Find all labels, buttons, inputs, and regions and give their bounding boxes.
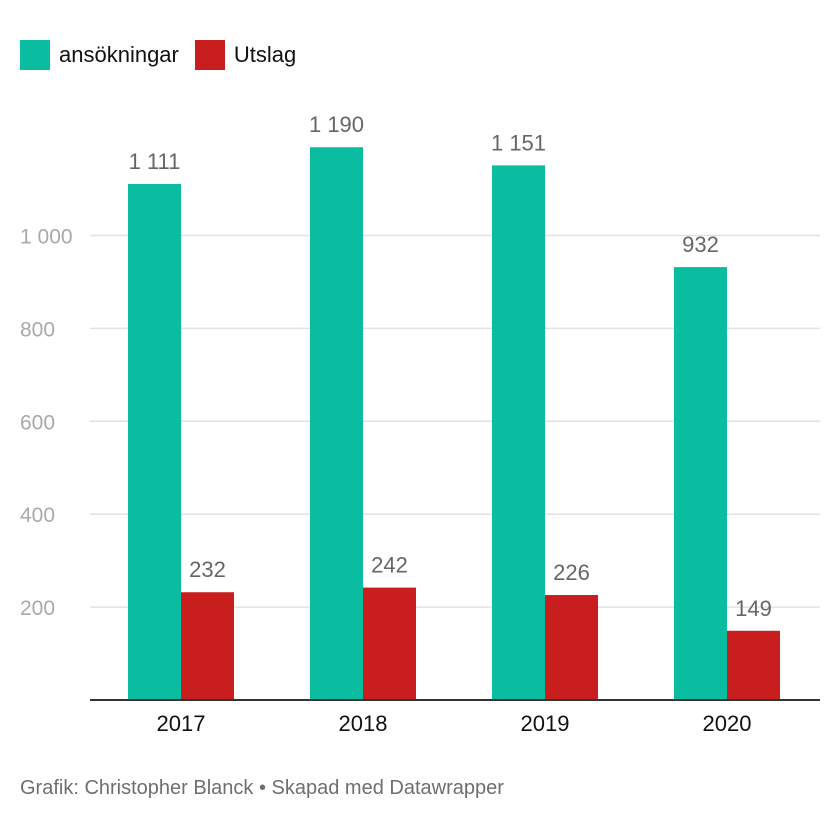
- legend-label-utslag: Utslag: [233, 42, 297, 67]
- x-tick-label: 2017: [157, 711, 206, 736]
- legend-label-ansokningar: ansökningar: [59, 42, 179, 67]
- bar-chart: 200 400 600 800 1 000 1 111 232 2017 1 190 242 201…: [20, 112, 820, 736]
- x-tick-label: 2019: [521, 711, 570, 736]
- legend-swatch-utslag: [194, 40, 225, 70]
- data-label: 232: [189, 557, 226, 582]
- legend-item-utslag: Utslag: [194, 40, 297, 70]
- data-label: 226: [553, 560, 590, 585]
- bar-utslag-2019: [545, 595, 598, 700]
- x-tick-label: 2020: [703, 711, 752, 736]
- bar-ansokningar-2020: [674, 267, 727, 700]
- bar-utslag-2020: [727, 630, 780, 700]
- chart-credit: Grafik: Christopher Blanck • Skapad med …: [20, 777, 504, 799]
- x-tick-label: 2018: [339, 711, 388, 736]
- y-tick-label: 600: [20, 411, 55, 434]
- data-label: 1 111: [129, 149, 181, 174]
- data-label: 242: [371, 553, 408, 578]
- y-tick-label: 1 000: [20, 226, 73, 249]
- bar-ansokningar-2017: [128, 183, 181, 701]
- legend-item-ansokningar: ansökningar: [20, 40, 179, 70]
- bar-ansokningar-2019: [492, 165, 545, 701]
- data-label: 149: [735, 596, 772, 621]
- bar-ansokningar-2018: [310, 147, 363, 700]
- bar-utslag-2018: [363, 587, 416, 700]
- bar-utslag-2017: [181, 592, 234, 700]
- legend-swatch-ansokningar: [20, 40, 50, 70]
- chart-legend: ansökningar Utslag: [20, 40, 296, 70]
- y-tick-label: 800: [20, 318, 55, 341]
- data-label: 1 151: [491, 130, 546, 155]
- y-tick-label: 200: [20, 597, 55, 620]
- y-tick-label: 400: [20, 504, 55, 527]
- data-label: 932: [682, 232, 719, 257]
- data-label: 1 190: [309, 112, 364, 137]
